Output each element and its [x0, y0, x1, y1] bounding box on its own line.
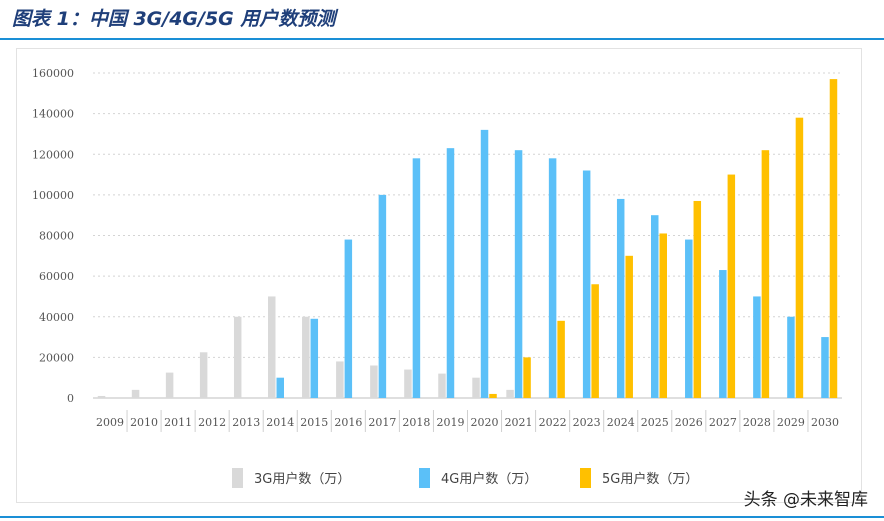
bar-series-1-2014	[268, 296, 276, 398]
bar-series-3-2024	[625, 255, 633, 398]
x-tick-label: 2009	[96, 416, 124, 429]
y-tick-label: 160000	[32, 67, 74, 80]
bar-series-2-2027	[719, 270, 727, 398]
legend-label-1: 3G用户数（万）	[254, 471, 350, 487]
x-axis-ticks: 2009 2010 2011 2012 2013 2014 2015 2016 2017 2018…	[96, 410, 839, 432]
x-tick-label: 2014	[266, 416, 294, 429]
bar-series-1-2012	[199, 352, 208, 398]
y-tick-label: 20000	[39, 351, 74, 364]
x-tick-label: 2016	[334, 416, 362, 429]
bar-series-2-2018	[412, 158, 421, 398]
x-tick-label: 2024	[607, 416, 635, 429]
gridlines	[93, 72, 842, 399]
bar-series-1-2015	[302, 316, 310, 398]
bar-series-3-2022	[557, 320, 565, 398]
bar-series-3-2020	[489, 393, 497, 398]
bar-series-3-2029	[795, 117, 804, 398]
x-tick-label: 2030	[811, 416, 839, 429]
x-tick-label: 2020	[471, 416, 499, 429]
legend-label-3: 5G用户数（万）	[602, 471, 698, 487]
x-tick-label: 2013	[232, 416, 260, 429]
x-tick-label: 2019	[436, 416, 464, 429]
x-tick-label: 2010	[130, 416, 158, 429]
bar-series-2-2029	[787, 316, 795, 398]
bar-series-3-2025	[659, 233, 667, 398]
x-tick-label: 2029	[777, 416, 805, 429]
bar-series-2-2023	[582, 170, 591, 398]
bar-series-1-2018	[404, 369, 412, 398]
x-tick-label: 2017	[368, 416, 396, 429]
y-tick-label: 40000	[39, 311, 74, 324]
bar-series-1-2017	[370, 365, 378, 398]
bar-series-3-2026	[693, 200, 702, 398]
bar-series-1-2011	[165, 372, 174, 398]
bottom-divider	[0, 516, 884, 518]
legend-swatch-1	[232, 468, 243, 488]
legend-swatch-2	[419, 468, 430, 488]
y-axis-ticks: 0 20000 40000 60000 80000 100000 120000 140000 1…	[32, 67, 74, 405]
bar-series-3-2028	[761, 150, 770, 398]
top-divider	[0, 38, 884, 40]
bar-series-2-2015	[310, 318, 319, 398]
chart-frame	[16, 48, 862, 503]
bar-series-1-2020	[472, 377, 480, 398]
bars	[97, 79, 838, 398]
bar-series-3-2021	[523, 357, 531, 398]
y-tick-label: 120000	[32, 148, 74, 161]
bar-series-2-2030	[821, 337, 829, 398]
legend-label-2: 4G用户数（万）	[441, 471, 537, 487]
x-tick-label: 2026	[675, 416, 703, 429]
y-tick-label: 100000	[32, 189, 74, 202]
y-tick-label: 0	[67, 392, 74, 405]
bar-series-1-2009	[97, 395, 106, 398]
bar-series-3-2027	[727, 174, 736, 398]
x-tick-label: 2023	[573, 416, 601, 429]
bar-series-2-2019	[446, 148, 455, 398]
x-tick-label: 2027	[709, 416, 737, 429]
bar-series-1-2016	[336, 361, 344, 398]
x-tick-label: 2028	[743, 416, 771, 429]
bar-series-2-2022	[548, 158, 557, 398]
x-tick-label: 2015	[300, 416, 328, 429]
x-tick-label: 2021	[505, 416, 533, 429]
bar-series-3-2023	[591, 284, 599, 398]
legend-swatch-3	[580, 468, 591, 488]
bar-series-2-2024	[616, 198, 625, 398]
bar-series-1-2013	[233, 316, 242, 398]
y-tick-label: 80000	[39, 230, 74, 243]
bar-series-1-2021	[506, 389, 514, 398]
bar-series-2-2028	[753, 296, 761, 398]
bar-series-2-2016	[344, 239, 353, 398]
x-tick-label: 2025	[641, 416, 669, 429]
bar-series-3-2030	[829, 79, 838, 398]
bar-series-2-2017	[378, 194, 387, 398]
x-tick-label: 2011	[164, 416, 192, 429]
figure-title: 图表 1：中国 3G/4G/5G 用户数预测	[12, 8, 336, 30]
bar-series-2-2026	[685, 239, 693, 398]
y-tick-label: 60000	[39, 270, 74, 283]
watermark: 头条 @未来智库	[743, 490, 868, 510]
x-tick-label: 2022	[539, 416, 567, 429]
bar-series-2-2020	[480, 129, 489, 398]
x-tick-label: 2012	[198, 416, 226, 429]
y-tick-label: 140000	[32, 108, 74, 121]
bar-series-1-2010	[131, 389, 140, 398]
bar-series-2-2021	[514, 150, 523, 398]
bar-series-2-2025	[651, 215, 659, 398]
bar-series-1-2019	[438, 373, 446, 398]
bar-series-2-2014	[276, 377, 284, 398]
legend: 3G用户数（万） 4G用户数（万） 5G用户数（万）	[232, 468, 698, 488]
x-tick-label: 2018	[402, 416, 430, 429]
